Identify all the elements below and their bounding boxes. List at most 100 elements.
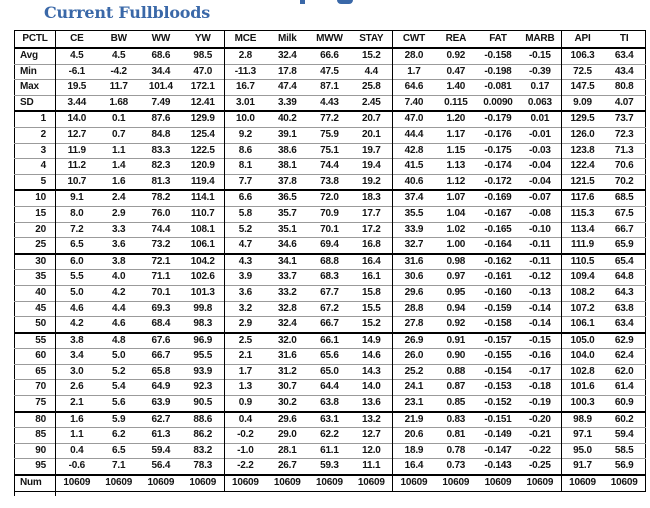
- table-cell: 107.2: [560, 300, 604, 317]
- column-header-ww: WW: [139, 30, 182, 49]
- table-cell: 14.6: [350, 348, 393, 365]
- table-cell: -0.12: [519, 269, 562, 286]
- table-cell: 104.0: [560, 348, 604, 365]
- table-cell: 1.15: [434, 142, 477, 159]
- table-cell: 65.8: [139, 363, 182, 380]
- table-row-15: 15 8.0 2.9 76.0 110.7 5.8 35.7 70.9 17.7 35.5 1.04…: [14, 205, 646, 223]
- row-label: SD: [14, 94, 56, 112]
- table-row-45: 45 4.6 4.4 69.3 99.8 3.2 32.8 67.2 15.5 28.8 0.94-…: [14, 300, 646, 317]
- table-cell: 23.1: [392, 395, 435, 412]
- table-cell: 5.9: [97, 410, 140, 428]
- table-cell: 129.9: [181, 110, 225, 128]
- table-cell: 10.0: [223, 110, 267, 128]
- table-cell: 16.8: [350, 237, 393, 254]
- column-header-milk: Milk: [266, 30, 309, 49]
- table-cell: 15.2: [361, 50, 381, 61]
- table-cell: 62.2: [308, 427, 351, 444]
- table-cell: 64.9: [139, 379, 182, 396]
- table-cell: 1.7: [223, 363, 267, 380]
- table-cell: 29.6: [266, 410, 309, 428]
- table-cell: -0.147: [476, 442, 520, 459]
- table-cell: 0.01: [519, 110, 562, 128]
- cutoff-border-stub: [14, 491, 15, 496]
- table-cell: 65.0: [308, 363, 351, 380]
- table-cell: 5.8: [223, 205, 267, 223]
- table-cell: 70.1: [308, 221, 351, 238]
- table-cell: -4.2: [97, 63, 140, 80]
- table-cell: 5.0: [54, 284, 98, 301]
- table-cell: 5.2: [223, 221, 267, 238]
- table-cell: 20.1: [350, 126, 393, 144]
- table-cell: -0.2: [223, 427, 267, 444]
- table-cell: 95.5: [181, 348, 225, 365]
- table-cell: 62.4: [603, 348, 646, 365]
- row-label: 4: [14, 158, 56, 175]
- table-cell: -0.165: [476, 221, 520, 238]
- table-cell: 47.0: [392, 110, 435, 128]
- table-cell: 86.2: [181, 427, 225, 444]
- table-cell: 5.2: [97, 363, 140, 380]
- table-cell: 33.9: [392, 221, 435, 238]
- table-cell: 0.115: [434, 94, 477, 112]
- table-cell: -0.08: [519, 205, 562, 223]
- table-cell: 3.8: [54, 331, 98, 349]
- table-cell: 3.4: [54, 348, 98, 365]
- table-cell: 67.6: [139, 331, 182, 349]
- table-row-sd: SD 3.44 1.68 7.49 12.41 3.01 3.39 4.43 2.45 7.40 0…: [14, 94, 646, 112]
- table-cell: 12.0: [350, 442, 393, 459]
- table-cell: 4.5: [112, 50, 126, 61]
- column-header-rea: REA: [434, 30, 477, 49]
- table-row-3: 3 11.9 1.1 83.3 122.5 8.6 38.6 75.1 19.7 42.8 1.15…: [14, 142, 646, 159]
- table-cell: 10.7: [54, 173, 98, 191]
- table-cell: 15.8: [350, 284, 393, 301]
- table-cell: 10609: [476, 474, 520, 492]
- table-cell: 1.12: [434, 173, 477, 191]
- table-cell: 96.9: [181, 331, 225, 349]
- table-cell: 0.85: [434, 395, 477, 412]
- table-cell: 64.3: [603, 284, 646, 301]
- table-cell: 0.92: [446, 50, 466, 61]
- table-cell: 4.6: [54, 300, 98, 317]
- table-cell: -0.158: [484, 50, 512, 61]
- row-label: Avg: [20, 50, 38, 61]
- table-row-max: Max 19.5 11.7 101.4 172.1 16.7 47.4 87.1 25.8 64.…: [14, 79, 646, 96]
- table-cell: 109.4: [560, 269, 604, 286]
- table-cell: 100.3: [560, 395, 604, 412]
- table-cell: 66.7: [308, 316, 351, 333]
- table-cell: 108.1: [181, 221, 225, 238]
- table-cell: 2.9: [97, 205, 140, 223]
- table-cell: 67.7: [308, 284, 351, 301]
- table-cell: 73.7: [603, 110, 646, 128]
- table-cell: -0.160: [476, 284, 520, 301]
- table-cell: 70.6: [603, 158, 646, 175]
- table-cell: 47.0: [181, 63, 225, 80]
- table-cell: 73.2: [139, 237, 182, 254]
- row-label: 3: [14, 142, 56, 159]
- table-cell: 32.8: [266, 300, 309, 317]
- table-cell: 78.3: [181, 458, 225, 476]
- table-cell: 83.2: [181, 442, 225, 459]
- table-row-40: 40 5.0 4.2 70.1 101.3 3.6 33.2 67.7 15.8 29.6 0.95…: [14, 284, 646, 301]
- table-cell: -0.162: [476, 252, 520, 270]
- table-cell: 80.8: [603, 79, 646, 96]
- table-cell: 10609: [97, 474, 140, 492]
- table-cell: 172.1: [181, 79, 225, 96]
- table-cell: 10609: [350, 474, 393, 492]
- table-cell: 0.73: [434, 458, 477, 476]
- table-cell: 2.8: [223, 48, 267, 65]
- table-row-10: 10 9.1 2.4 78.2 114.1 6.6 36.5 72.0 18.3 37.4 1.07…: [14, 189, 646, 207]
- table-row-2: 2 12.7 0.7 84.8 125.4 9.2 39.1 75.9 20.1 44.4 1.17…: [14, 126, 646, 144]
- table-cell: 0.97: [434, 269, 477, 286]
- table-cell: 4.0: [97, 269, 140, 286]
- table-cell: 35.1: [266, 221, 309, 238]
- row-label: 85: [14, 427, 56, 444]
- table-cell: 34.4: [139, 63, 182, 80]
- table-cell: -0.15: [528, 50, 551, 61]
- table-cell: 63.8: [308, 395, 351, 412]
- table-cell: 8.6: [223, 142, 267, 159]
- table-cell: 83.3: [139, 142, 182, 159]
- table-cell: 4.8: [97, 331, 140, 349]
- table-cell: 10609: [181, 474, 225, 492]
- table-cell: 0.1: [97, 110, 140, 128]
- table-cell: 1.7: [392, 63, 435, 80]
